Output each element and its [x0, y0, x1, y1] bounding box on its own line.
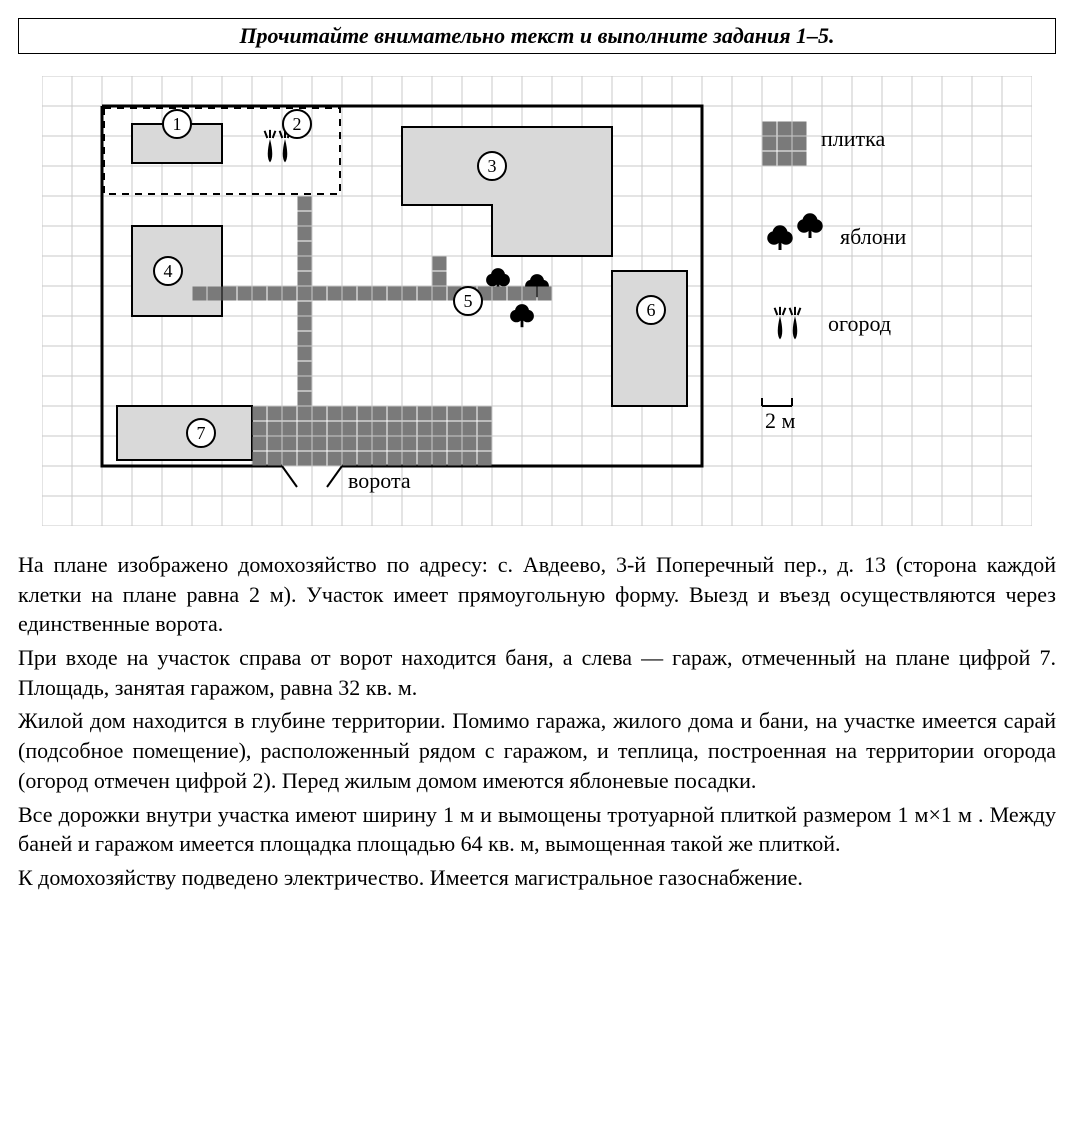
svg-text:3: 3 — [488, 156, 497, 176]
svg-text:2 м: 2 м — [765, 408, 796, 433]
svg-text:яблони: яблони — [840, 224, 907, 249]
paragraph: На плане изображено домохозяйство по адр… — [18, 550, 1056, 639]
svg-text:огород: огород — [828, 311, 891, 336]
svg-text:плитка: плитка — [821, 126, 885, 151]
paragraph: К домохозяйству подведено электричество.… — [18, 863, 1056, 893]
svg-text:1: 1 — [173, 114, 182, 134]
paragraph: При входе на участок справа от ворот нах… — [18, 643, 1056, 702]
problem-text: На плане изображено домохозяйство по адр… — [18, 550, 1056, 893]
svg-text:5: 5 — [464, 291, 473, 311]
svg-text:4: 4 — [164, 261, 173, 281]
svg-text:2: 2 — [293, 114, 302, 134]
svg-text:ворота: ворота — [348, 468, 411, 493]
paragraph: Жилой дом находится в глубине территории… — [18, 706, 1056, 795]
plan-diagram: 1 2 3 4 5 6 7 ворота плитка яблони огород 2 м — [18, 76, 1056, 526]
svg-text:7: 7 — [197, 423, 206, 443]
svg-text:6: 6 — [647, 300, 656, 320]
instruction-box: Прочитайте внимательно текст и выполните… — [18, 18, 1056, 54]
paragraph: Все дорожки внутри участка имеют ширину … — [18, 800, 1056, 859]
